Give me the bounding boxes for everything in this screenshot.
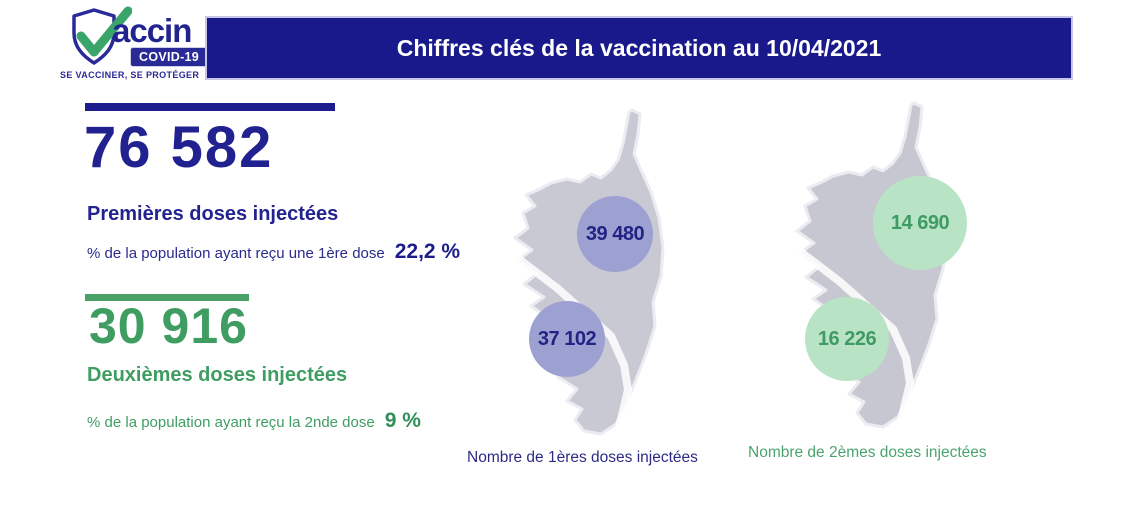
page-title: Chiffres clés de la vaccination au 10/04… bbox=[396, 34, 882, 61]
department-boundary bbox=[508, 249, 632, 437]
second-doses-pct-label: % de la population ayant reçu la 2nde do… bbox=[87, 414, 375, 431]
second-doses-percentage-row: % de la population ayant reçu la 2nde do… bbox=[87, 409, 421, 433]
logo-brand-text: accin bbox=[112, 12, 192, 49]
title-banner: Chiffres clés de la vaccination au 10/04… bbox=[205, 16, 1073, 80]
bubble-value: 14 690 bbox=[890, 211, 950, 234]
first-doses-percentage-row: % de la population ayant reçu une 1ère d… bbox=[87, 240, 460, 264]
shield-checkmark-icon bbox=[72, 6, 132, 65]
logo-tagline: SE VACCINER, SE PROTÉGER bbox=[60, 70, 200, 80]
second-doses-map-caption: Nombre de 2èmes doses injectées bbox=[748, 444, 987, 461]
first-doses-map-caption: Nombre de 1ères doses injectées bbox=[467, 449, 698, 466]
covid-19-badge: COVID-19 bbox=[130, 47, 209, 67]
first-doses-bubble-north: 39 480 bbox=[577, 196, 653, 272]
corsica-map-first-doses bbox=[508, 108, 665, 437]
bubble-value: 37 102 bbox=[537, 327, 597, 350]
green-divider-bar bbox=[85, 294, 249, 301]
first-doses-pct-value: 22,2 % bbox=[394, 240, 461, 263]
first-doses-pct-label: % de la population ayant reçu une 1ère d… bbox=[87, 245, 385, 262]
blue-divider-bar bbox=[85, 103, 335, 111]
second-doses-bubble-south: 16 226 bbox=[805, 297, 889, 381]
bubble-value: 39 480 bbox=[585, 222, 645, 245]
second-doses-label: Deuxièmes doses injectées bbox=[87, 364, 348, 386]
first-doses-value: 76 582 bbox=[84, 115, 274, 180]
bubble-value: 16 226 bbox=[817, 327, 877, 350]
second-doses-pct-value: 9 % bbox=[384, 409, 421, 432]
second-doses-bubble-north: 14 690 bbox=[873, 176, 967, 270]
first-doses-bubble-south: 37 102 bbox=[529, 301, 605, 377]
first-doses-label: Premières doses injectées bbox=[87, 203, 339, 225]
department-boundary bbox=[790, 242, 914, 430]
second-doses-value: 30 916 bbox=[89, 298, 248, 354]
